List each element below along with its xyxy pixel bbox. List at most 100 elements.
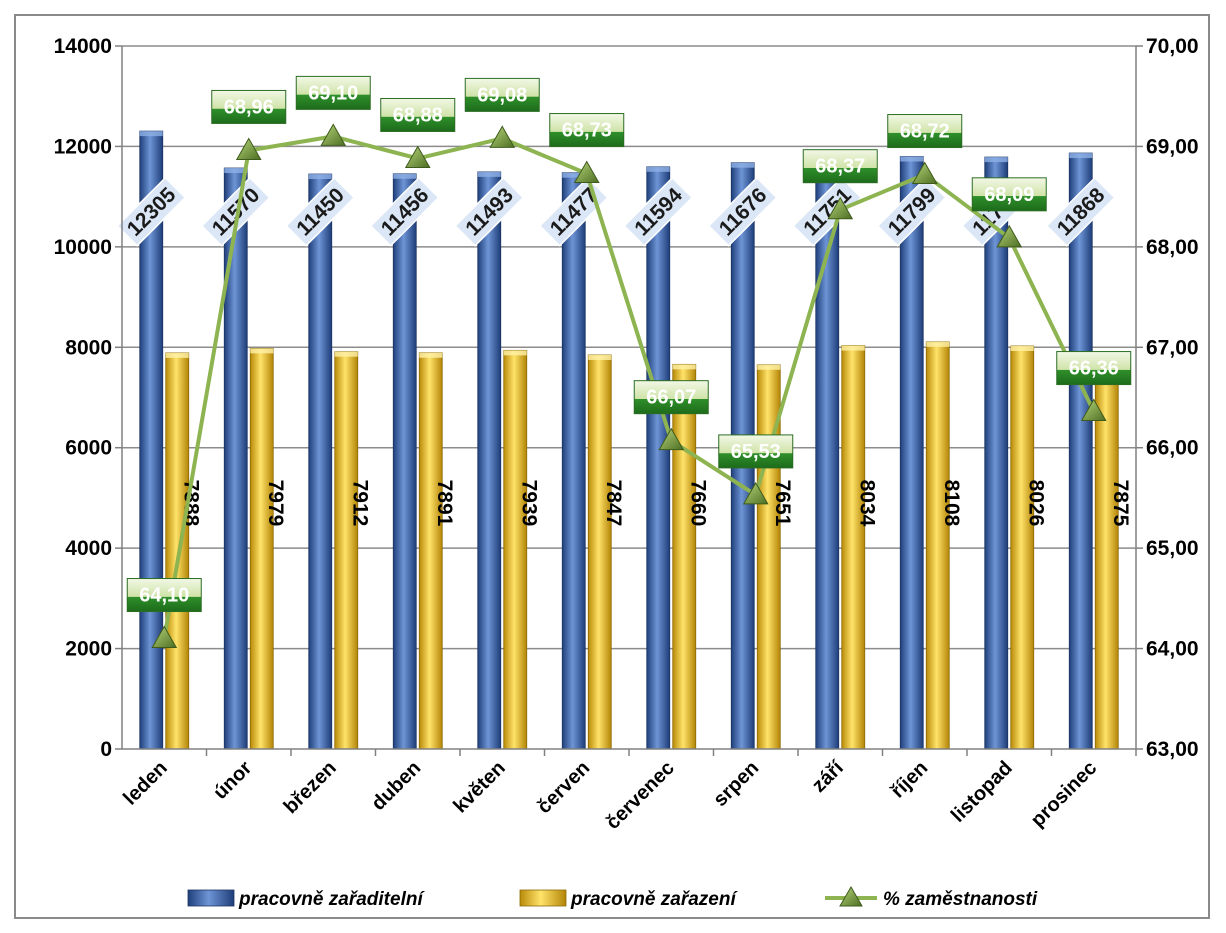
- left-tick-label: 6000: [65, 437, 112, 460]
- bar-pracovně zařaditelní: [899, 156, 924, 750]
- right-tick-label: 63,00: [1146, 738, 1199, 761]
- left-tick-label: 12000: [54, 135, 112, 158]
- right-tick-label: 70,00: [1146, 35, 1199, 58]
- bar-cap: [224, 168, 248, 174]
- line-marker: [658, 427, 685, 451]
- bar-cap: [139, 131, 163, 137]
- category-label: květen: [449, 757, 509, 817]
- bar-cap: [672, 364, 696, 370]
- bar-label-box: 11450: [285, 176, 356, 247]
- category-label: srpen: [709, 757, 763, 811]
- right-tick-label: 66,00: [1146, 437, 1199, 460]
- point-label: 68,73: [562, 120, 612, 142]
- bar-cap: [984, 157, 1008, 163]
- left-tick-label: 10000: [54, 236, 112, 259]
- bar-label: 7875: [1109, 480, 1132, 527]
- point-label-bg: [887, 114, 963, 149]
- legend: pracovně zařaditelní pracovně zařazení % z…: [187, 886, 1038, 910]
- point-label: 68,96: [224, 96, 274, 118]
- point-label-bg: [211, 89, 287, 124]
- point-label: 66,36: [1069, 358, 1119, 380]
- category-label: leden: [119, 757, 172, 810]
- line-marker: [151, 625, 178, 649]
- bar-label: 7979: [264, 480, 287, 527]
- point-label-bg: [295, 75, 371, 110]
- point-label-bg: [633, 380, 709, 415]
- bar-label-bg: [200, 176, 271, 247]
- bar-pracovně zařaditelní: [392, 173, 417, 750]
- line-marker: [911, 161, 938, 185]
- bar-pracovně zařazení: [249, 347, 274, 750]
- line-% zaměstnanosti: [162, 134, 1096, 639]
- legend-swatch: [187, 889, 235, 907]
- bar-cap: [393, 173, 417, 179]
- point-label-box: 68,88: [380, 97, 456, 132]
- bar-label: 7891: [433, 480, 456, 527]
- line-series: [151, 123, 1107, 649]
- point-label-box: 65,53: [718, 434, 794, 469]
- bar-label: 7939: [517, 480, 540, 527]
- bar-cap: [503, 350, 527, 356]
- point-labels: 64,10 68,96 69,10 68,88 69,08 68,73 66,07 65,53…: [126, 75, 1132, 613]
- bar-labels: 1230578881157079791145079121145678911149…: [116, 176, 1132, 527]
- point-label: 68,88: [393, 104, 443, 126]
- line-marker: [742, 481, 769, 505]
- bar-cap: [1069, 153, 1093, 159]
- category-label: březen: [280, 757, 341, 818]
- category-label: duben: [367, 757, 425, 815]
- bar-cap: [841, 345, 865, 351]
- bar-pracovně zařazení: [925, 341, 950, 750]
- bar-pracovně zařazení: [841, 345, 866, 750]
- bar-cap: [926, 341, 950, 347]
- left-tick-label: 8000: [65, 336, 112, 359]
- legend-marker: [839, 886, 863, 907]
- point-label-box: 66,36: [1056, 351, 1132, 386]
- right-tick-label: 64,00: [1146, 638, 1199, 661]
- bar-label-bg: [116, 176, 187, 247]
- bar-label: 7847: [602, 480, 625, 527]
- line-marker: [573, 160, 600, 184]
- line-marker: [235, 137, 262, 160]
- bar-pracovně zařaditelní: [646, 166, 671, 750]
- bar-label-box: 11676: [707, 176, 778, 247]
- bar-pracovně zařaditelní: [477, 171, 502, 750]
- category-label: říjen: [887, 757, 932, 802]
- line-marker: [996, 224, 1023, 248]
- point-label-bg: [380, 97, 456, 132]
- bar-label-box: 11493: [454, 176, 525, 247]
- point-label-box: 68,96: [211, 89, 287, 124]
- bar-cap: [334, 351, 358, 357]
- bar-pracovně zařazení: [418, 352, 443, 750]
- right-tick-label: 65,00: [1146, 537, 1199, 560]
- left-tick-label: 0: [100, 738, 112, 761]
- legend-label: pracovně zařazení: [570, 889, 738, 910]
- bar-pracovně zařaditelní: [1068, 152, 1093, 750]
- bar-label: 7660: [686, 480, 709, 527]
- bar-label: 7912: [348, 480, 371, 527]
- bar-label: 7651: [771, 480, 794, 527]
- point-label-box: 68,37: [802, 149, 878, 184]
- legend-item: pracovně zařaditelní: [187, 889, 425, 910]
- category-label: listopad: [947, 757, 1017, 827]
- bar-cap: [588, 354, 612, 360]
- bar-pracovně zařazení: [334, 351, 359, 750]
- bar-pracovně zařazení: [503, 349, 528, 750]
- line-marker: [827, 196, 854, 220]
- line-marker: [1080, 398, 1107, 422]
- bar-cap: [165, 352, 189, 358]
- bar-label-bg: [454, 176, 525, 247]
- point-label: 65,53: [731, 441, 781, 463]
- legend-item: pracovně zařazení: [519, 889, 738, 910]
- point-label-box: 68,73: [549, 113, 625, 148]
- left-tick-label: 14000: [54, 35, 112, 58]
- point-label: 69,10: [308, 82, 358, 104]
- bar-cap: [731, 162, 755, 168]
- point-label-bg: [1056, 351, 1132, 386]
- line-marker: [489, 125, 516, 148]
- bar-label-bg: [876, 176, 947, 247]
- category-label: únor: [209, 757, 256, 804]
- bar-label: 8108: [940, 480, 963, 527]
- bar-label-bg: [538, 176, 609, 247]
- bar-pracovně zařazení: [672, 363, 697, 750]
